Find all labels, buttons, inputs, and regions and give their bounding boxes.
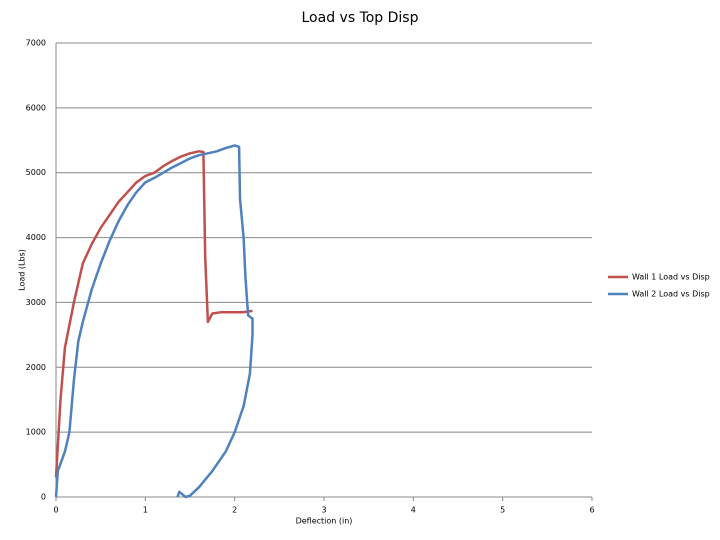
x-tick-label: 4 [411, 506, 416, 515]
y-tick-label: 1000 [26, 428, 46, 437]
x-tick-label: 2 [232, 506, 237, 515]
y-tick-label: 6000 [26, 103, 46, 112]
y-tick-label: 5000 [26, 168, 46, 177]
x-tick-label: 3 [321, 506, 326, 515]
y-tick-label: 7000 [26, 39, 46, 48]
y-tick-label: 4000 [26, 233, 46, 242]
legend-label: Wall 1 Load vs Disp [632, 273, 710, 282]
legend-label: Wall 2 Load vs Disp [632, 290, 710, 299]
y-tick-label: 0 [41, 493, 46, 502]
y-tick-label: 3000 [26, 298, 46, 307]
series-line [54, 150, 253, 478]
x-tick-label: 6 [589, 506, 594, 515]
y-tick-label: 2000 [26, 363, 46, 372]
y-axis-title: Load (Lbs) [18, 249, 27, 291]
x-axis-title: Deflection (in) [296, 517, 353, 526]
x-tick-label: 5 [500, 506, 505, 515]
series-line [54, 144, 254, 499]
chart-title: Load vs Top Disp [302, 10, 419, 26]
x-tick-label: 0 [53, 506, 58, 515]
x-tick-label: 1 [143, 506, 148, 515]
